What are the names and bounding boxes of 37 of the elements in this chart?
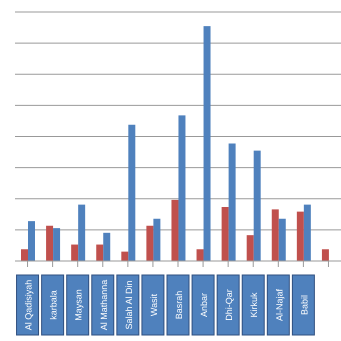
x-tick-label: Kirkuk [249, 292, 260, 318]
bar [78, 204, 86, 261]
x-tick-label: Al Qadisiyah [24, 280, 34, 330]
bar [204, 26, 211, 261]
bar [28, 221, 35, 261]
x-tick-label: Salah Al Din [124, 280, 134, 330]
bar [103, 232, 110, 261]
bar [304, 204, 311, 261]
x-tick-label: Maysan [74, 289, 84, 321]
bar [196, 249, 204, 261]
bar [278, 218, 286, 261]
bar [254, 150, 261, 261]
x-tick-label: Anbar [199, 292, 210, 318]
bar [228, 144, 236, 261]
x-tick-label: Wasit [148, 293, 159, 316]
bar [272, 209, 279, 261]
bar [246, 235, 254, 261]
bar [171, 200, 178, 261]
bar [146, 226, 154, 261]
x-tick-label: Al-Najaf [274, 288, 284, 322]
x-tick-label: Babil [299, 294, 310, 316]
bar [222, 206, 229, 261]
bar [53, 228, 60, 261]
bar [153, 218, 160, 261]
bar [71, 244, 78, 261]
bar [96, 244, 104, 261]
x-tick-label: Dhi-Qar [224, 289, 234, 321]
bar [128, 124, 136, 261]
bar [121, 252, 128, 261]
bar [178, 115, 186, 261]
bar [296, 212, 304, 261]
x-tick-label: Basrah [174, 290, 184, 320]
x-tick-label: Al Mathanna [98, 280, 109, 330]
x-tick-label: karbala [48, 290, 59, 320]
bar [46, 226, 54, 261]
bar [21, 249, 28, 261]
bar [322, 249, 329, 261]
